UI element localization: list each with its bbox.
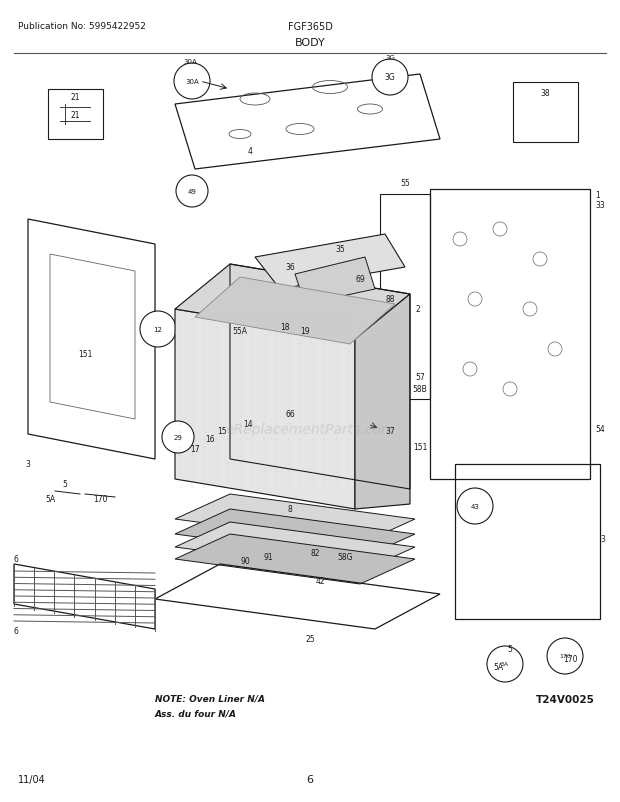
Text: 35: 35: [335, 245, 345, 254]
Text: Ass. du four N/A: Ass. du four N/A: [155, 709, 237, 718]
Text: 2: 2: [415, 305, 420, 314]
Text: 55: 55: [400, 178, 410, 187]
Polygon shape: [175, 534, 415, 585]
Text: 91: 91: [263, 553, 273, 561]
Text: 36: 36: [285, 263, 295, 272]
Text: 15: 15: [217, 427, 227, 436]
Text: FGF365D: FGF365D: [288, 22, 332, 32]
Text: 3G: 3G: [385, 55, 395, 61]
Text: 66: 66: [285, 410, 295, 419]
Text: 58G: 58G: [337, 553, 353, 561]
Text: 5: 5: [508, 645, 513, 654]
Text: NOTE: Oven Liner N/A: NOTE: Oven Liner N/A: [155, 695, 265, 703]
Polygon shape: [195, 277, 395, 345]
Circle shape: [176, 176, 208, 208]
Text: 17: 17: [190, 445, 200, 454]
Text: 5A: 5A: [501, 662, 509, 666]
Text: 29: 29: [174, 435, 182, 440]
FancyBboxPatch shape: [48, 90, 102, 140]
Text: 21: 21: [70, 111, 80, 119]
Text: 49: 49: [188, 188, 197, 195]
Text: BODY: BODY: [294, 38, 326, 48]
Circle shape: [487, 646, 523, 683]
Circle shape: [140, 312, 176, 347]
Text: 69: 69: [355, 275, 365, 284]
Text: Publication No: 5995422952: Publication No: 5995422952: [18, 22, 146, 31]
Text: 3G: 3G: [384, 74, 396, 83]
Text: 151: 151: [78, 350, 92, 359]
Text: 30A: 30A: [185, 79, 199, 85]
Polygon shape: [255, 235, 405, 290]
Polygon shape: [175, 310, 355, 509]
Circle shape: [372, 60, 408, 96]
Polygon shape: [175, 509, 415, 559]
Text: 42: 42: [315, 577, 325, 585]
Text: 90: 90: [240, 557, 250, 565]
Text: 55A: 55A: [232, 327, 247, 336]
Polygon shape: [175, 494, 415, 545]
Circle shape: [174, 64, 210, 100]
Text: 12: 12: [154, 326, 162, 333]
Text: 33: 33: [595, 200, 604, 209]
Text: 170: 170: [559, 654, 571, 658]
Text: 21: 21: [70, 92, 80, 101]
Text: 1: 1: [595, 190, 600, 199]
Circle shape: [162, 422, 194, 453]
Text: 14: 14: [243, 420, 253, 429]
Text: 38: 38: [540, 88, 550, 97]
Text: 3: 3: [600, 535, 605, 544]
Circle shape: [547, 638, 583, 674]
Text: 151: 151: [413, 443, 427, 452]
Text: 5A: 5A: [45, 495, 55, 504]
Polygon shape: [175, 265, 410, 339]
Text: 25: 25: [305, 634, 315, 644]
Polygon shape: [355, 294, 410, 509]
Text: 6: 6: [14, 555, 19, 564]
Text: 16: 16: [205, 435, 215, 444]
Text: 4: 4: [247, 148, 252, 156]
Text: 57: 57: [415, 373, 425, 382]
Text: eReplacementParts.com: eReplacementParts.com: [225, 423, 395, 436]
Text: 170: 170: [93, 495, 107, 504]
Text: 58B: 58B: [413, 385, 427, 394]
Polygon shape: [295, 257, 375, 305]
Text: 8: 8: [288, 505, 293, 514]
Text: 82: 82: [310, 549, 320, 558]
Circle shape: [457, 488, 493, 525]
Text: 11/04: 11/04: [18, 774, 46, 784]
Text: 88: 88: [385, 295, 395, 304]
Polygon shape: [175, 522, 415, 573]
Text: 19: 19: [300, 327, 310, 336]
Text: 43: 43: [471, 504, 479, 509]
Text: 6: 6: [306, 774, 314, 784]
Text: 170: 170: [563, 654, 577, 664]
Text: 30A: 30A: [183, 59, 197, 65]
Text: 18: 18: [280, 323, 290, 332]
Text: 54: 54: [595, 425, 604, 434]
FancyBboxPatch shape: [513, 83, 577, 143]
Text: 6: 6: [14, 626, 19, 636]
Text: 37: 37: [385, 427, 395, 436]
Text: T24V0025: T24V0025: [536, 695, 595, 704]
Text: 5A: 5A: [493, 662, 503, 671]
Text: 3: 3: [25, 460, 30, 469]
Text: 5: 5: [63, 480, 68, 489]
